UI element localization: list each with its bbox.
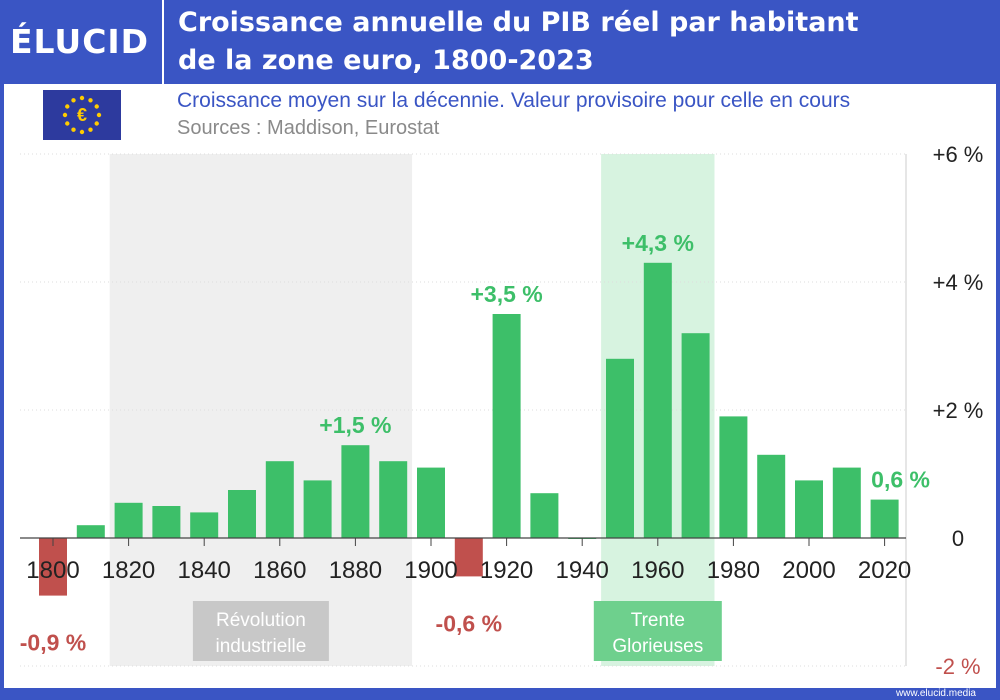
bar-1820: [114, 502, 143, 538]
y-tick-label: 0: [952, 526, 964, 551]
bar-1900: [417, 467, 445, 538]
header-divider: [162, 0, 164, 84]
x-tick-label-2000: 2000: [782, 557, 835, 584]
band-label-box-industrial: [192, 601, 329, 661]
footer-url[interactable]: www.elucid.media: [895, 688, 976, 699]
x-tick-label-1820: 1820: [102, 557, 155, 584]
y-tick-label: +2 %: [933, 398, 984, 423]
bar-1980: [719, 416, 748, 538]
bar-1910: [454, 538, 483, 577]
flag-star-icon: [71, 98, 76, 103]
x-tick-label-1900: 1900: [404, 557, 457, 584]
bar-1840: [190, 512, 219, 538]
bar-1960: [643, 262, 672, 538]
bar-2010: [832, 467, 861, 538]
x-tick-label-1840: 1840: [178, 557, 231, 584]
bar-1810: [76, 525, 105, 538]
annotation-label: -0,9 %: [20, 630, 86, 656]
band-label-box-glorieuses: [593, 601, 722, 661]
annotation-label: +1,5 %: [319, 412, 391, 438]
elucid-logo[interactable]: ÉLUCID: [10, 22, 150, 61]
y-tick-label: -2 %: [935, 654, 980, 679]
bar-2000: [795, 480, 823, 538]
flag-star-icon: [88, 98, 93, 103]
band-label-industrial-1: Révolution: [216, 610, 306, 631]
annotation-label: -0,6 %: [436, 610, 502, 636]
x-tick-label-1940: 1940: [556, 557, 609, 584]
flag-star-icon: [62, 112, 68, 118]
header: ÉLUCID Croissance annuelle du PIB réel p…: [0, 0, 1000, 84]
annotation-label: 0,6 %: [871, 467, 930, 493]
flag-star-icon: [65, 104, 70, 109]
title-line-2: de la zone euro, 1800-2023: [178, 45, 594, 76]
bar-1850: [228, 490, 256, 538]
band-label-glorieuses-1: Trente: [631, 610, 685, 631]
chart-sources: Sources : Maddison, Eurostat: [177, 117, 440, 139]
y-tick-label: +6 %: [933, 142, 984, 167]
bar-1990: [757, 454, 786, 538]
x-tick-label-1860: 1860: [253, 557, 306, 584]
flag-star-icon: [65, 121, 70, 126]
y-tick-label: +4 %: [933, 270, 984, 295]
band-label-glorieuses-2: Glorieuses: [612, 636, 703, 657]
x-tick-label-1960: 1960: [631, 557, 684, 584]
flag-star-icon: [94, 121, 99, 126]
bar-1800: [39, 538, 67, 596]
title-line-1: Croissance annuelle du PIB réel par habi…: [178, 7, 859, 38]
flag-star-icon: [96, 112, 102, 118]
flag-star-icon: [88, 127, 93, 132]
svg-text:€: €: [77, 105, 87, 125]
bar-1890: [379, 461, 408, 538]
bar-1880: [341, 445, 370, 538]
flag-star-icon: [94, 104, 99, 109]
bar-1860: [265, 461, 294, 538]
band-label-industrial-2: industrielle: [215, 636, 306, 657]
x-tick-label-1800: 1800: [26, 557, 79, 584]
flag-star-icon: [71, 127, 76, 132]
x-tick-label-1980: 1980: [707, 557, 760, 584]
flag-star-icon: [79, 129, 85, 135]
chart-title: Croissance annuelle du PIB réel par habi…: [178, 4, 978, 80]
x-tick-label-1920: 1920: [480, 557, 533, 584]
chart-subtitle: Croissance moyen sur la décennie. Valeur…: [177, 89, 851, 112]
bar-1950: [606, 358, 634, 538]
eu-flag-icon: €: [43, 90, 121, 140]
x-tick-label-2020: 2020: [858, 557, 911, 584]
x-tick-label-1880: 1880: [329, 557, 382, 584]
bar-1930: [530, 493, 559, 538]
bar-1920: [492, 314, 521, 538]
annotation-label: +3,5 %: [470, 281, 542, 307]
bar-1830: [152, 506, 181, 538]
bar-2020: [870, 499, 899, 538]
bar-1870: [303, 480, 332, 538]
annotation-label: +4,3 %: [622, 230, 694, 256]
flag-star-icon: [79, 95, 85, 101]
bar-1970: [681, 333, 710, 538]
